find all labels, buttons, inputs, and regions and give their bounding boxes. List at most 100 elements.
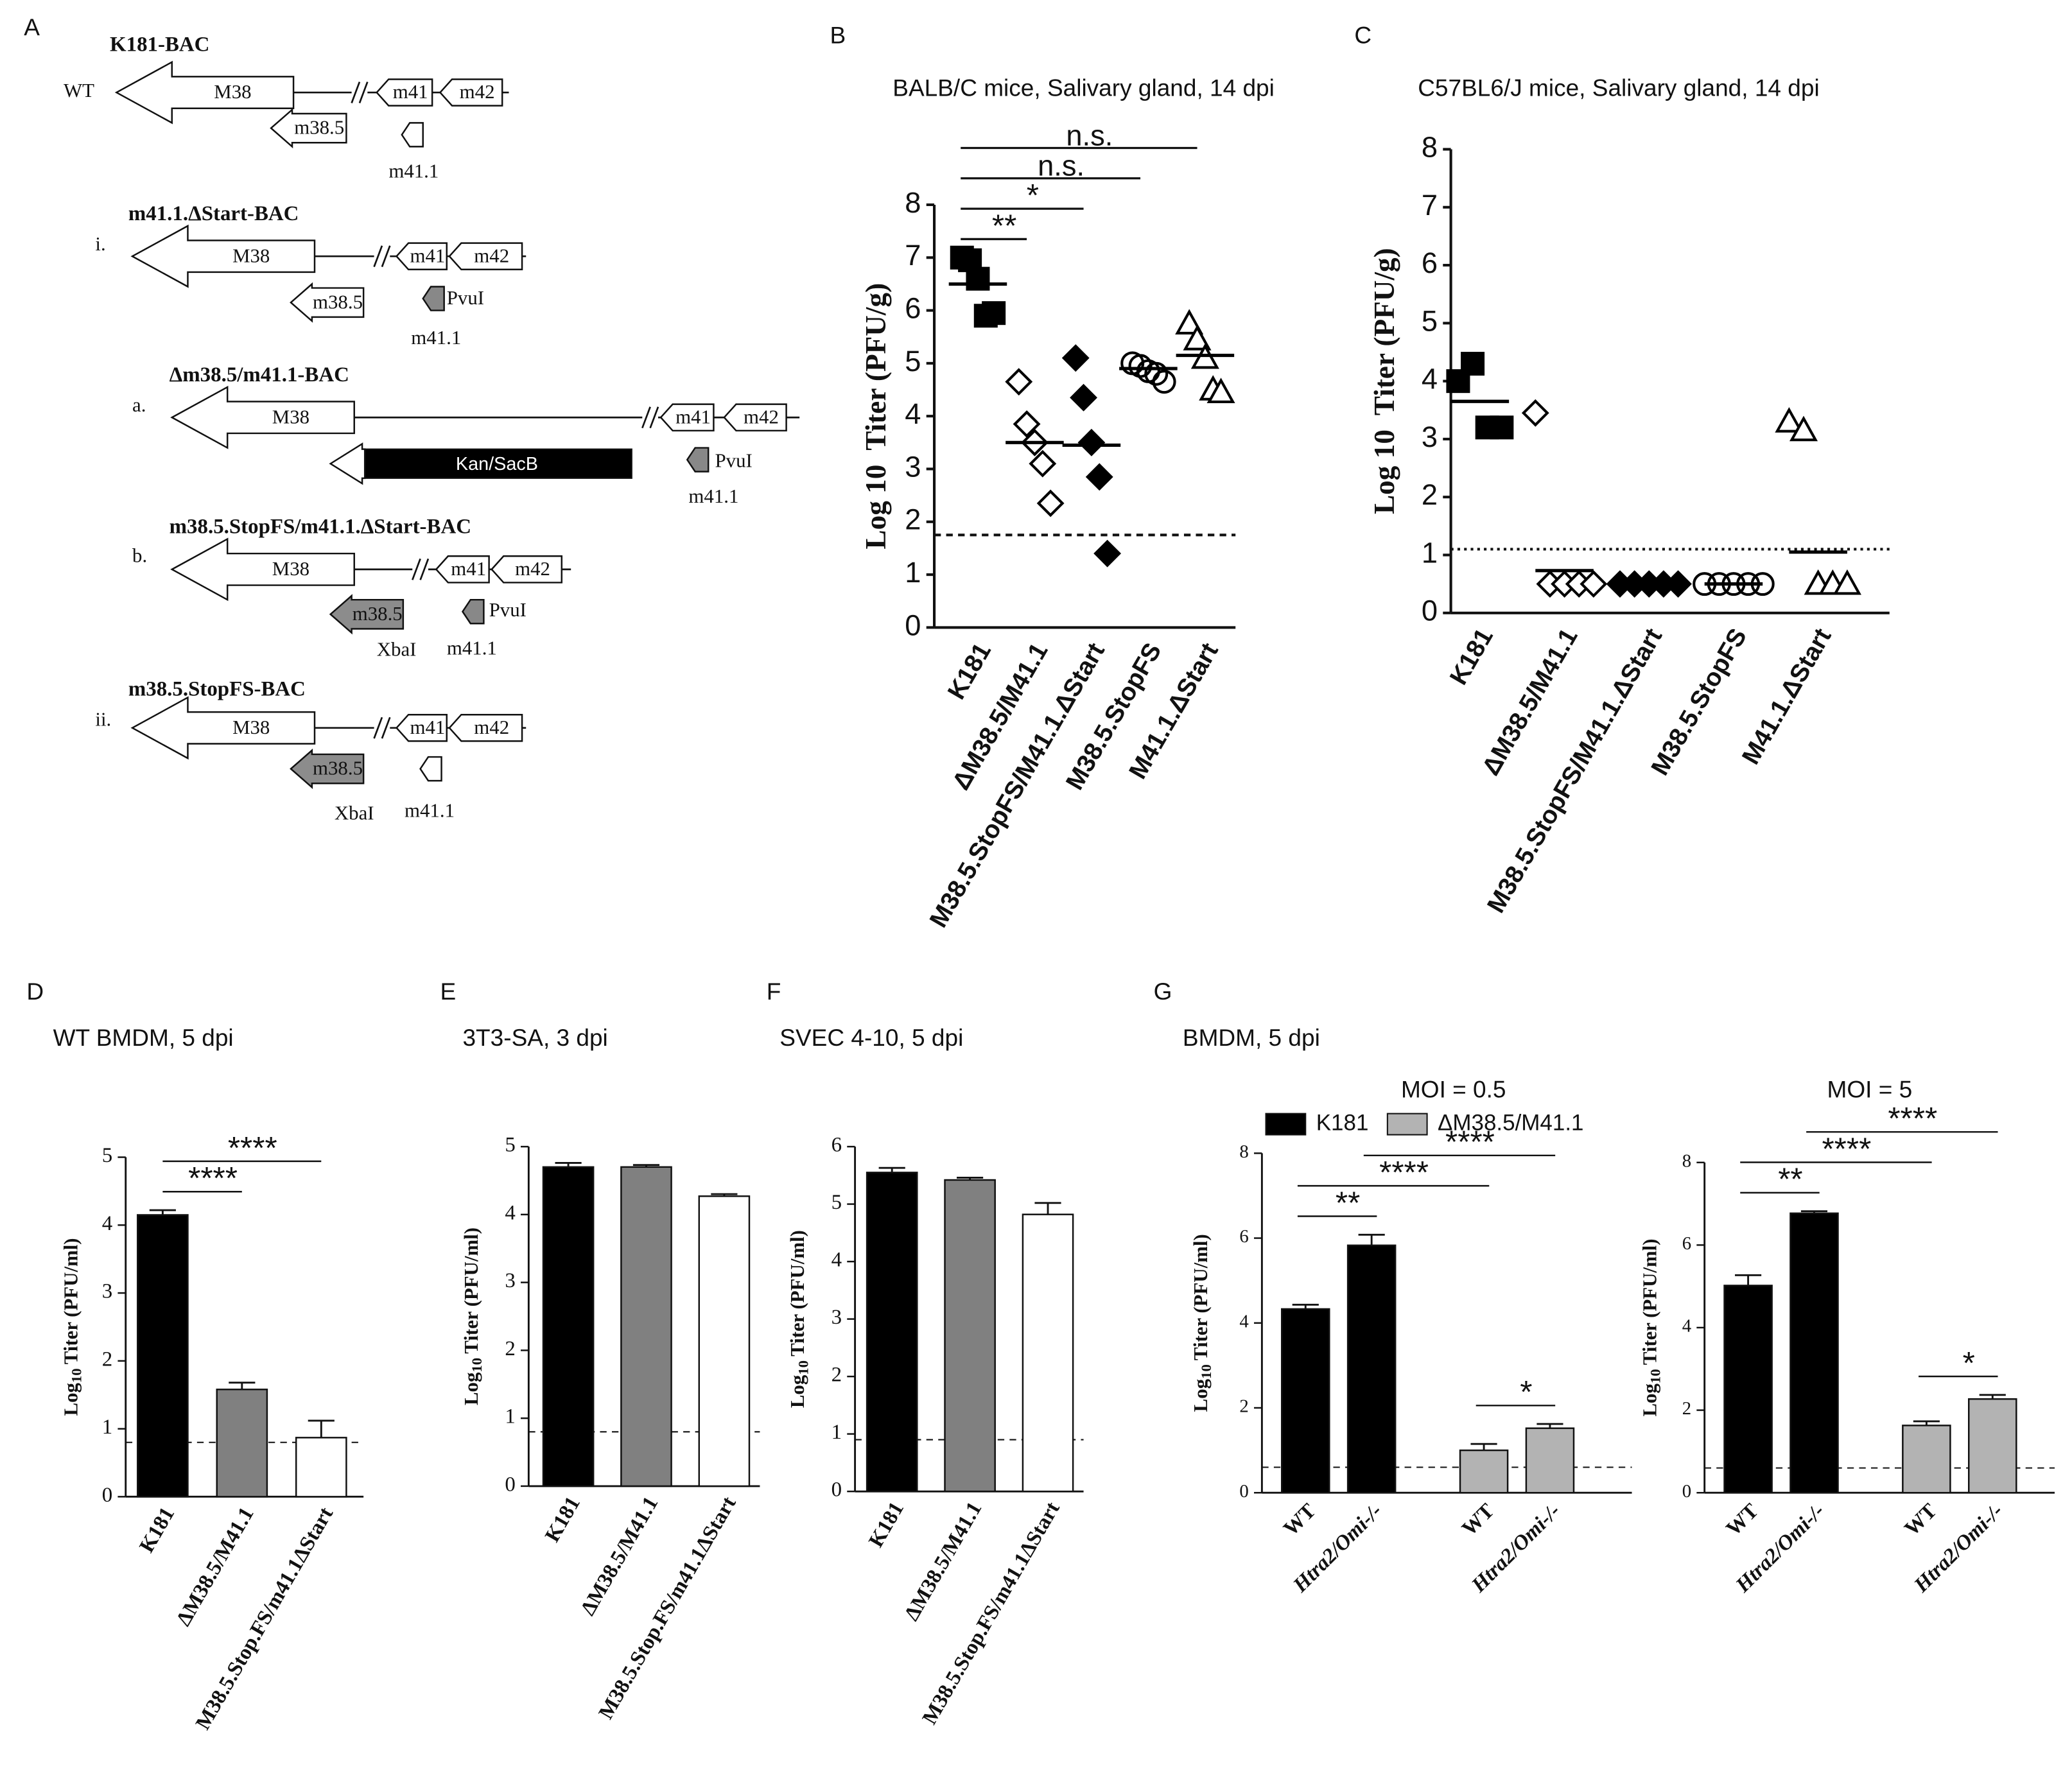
bar bbox=[1789, 1212, 1839, 1494]
y-tick-label: 2 bbox=[1682, 1398, 1691, 1419]
construct-name: m38.5.StopFS-BAC bbox=[128, 678, 306, 701]
gene-label: PvuI bbox=[489, 599, 527, 621]
y-tick-label: 5 bbox=[831, 1191, 842, 1214]
gene-arrow bbox=[461, 598, 485, 625]
gene-label: M38 bbox=[272, 406, 309, 428]
data-point bbox=[1061, 344, 1090, 372]
construct-name: m38.5.StopFS/m41.1.ΔStart-BAC bbox=[170, 516, 471, 539]
y-tick-label: 6 bbox=[831, 1134, 842, 1157]
data-point bbox=[1490, 415, 1514, 440]
y-tick-label: 2 bbox=[905, 503, 921, 536]
y-tick-label: 4 bbox=[1239, 1311, 1248, 1331]
bar bbox=[1525, 1427, 1575, 1494]
y-tick-label: 2 bbox=[102, 1348, 112, 1371]
y-axis-label-sub: 10 bbox=[469, 1358, 485, 1373]
y-tick-label: 1 bbox=[831, 1421, 842, 1444]
gene-label: m41 bbox=[675, 406, 711, 428]
construct-tag: i. bbox=[95, 233, 105, 255]
legend-label: ΔM38.5/M41.1 bbox=[1438, 1110, 1583, 1135]
panel-label: D bbox=[26, 978, 44, 1005]
y-tick-label: 4 bbox=[1422, 363, 1438, 395]
gene-arrow bbox=[290, 282, 365, 323]
data-point bbox=[1461, 352, 1485, 376]
y-axis-label: Log10 Titer (PFU/ml) bbox=[60, 1238, 85, 1416]
break-mark bbox=[351, 82, 361, 103]
bar bbox=[1723, 1285, 1773, 1494]
break-mark bbox=[641, 406, 651, 429]
gene-arrow bbox=[422, 286, 445, 311]
chart-subtitle: MOI = 5 bbox=[1827, 1075, 1913, 1102]
construct-tag: b. bbox=[132, 544, 147, 566]
gene-label: m41.1 bbox=[405, 800, 455, 822]
gene-label: PvuI bbox=[715, 449, 752, 471]
panel-label: F bbox=[767, 978, 781, 1005]
data-point bbox=[1005, 368, 1033, 396]
gene-arrow bbox=[439, 78, 503, 107]
significance-label: ** bbox=[1336, 1185, 1360, 1220]
significance-label: **** bbox=[188, 1161, 238, 1196]
gene-label: m41.1 bbox=[388, 160, 439, 182]
gene-label: m38.5 bbox=[313, 291, 363, 313]
y-tick-label: 3 bbox=[1422, 420, 1438, 453]
data-point bbox=[1029, 449, 1057, 478]
panel-label: G bbox=[1154, 978, 1172, 1005]
construct-name: m41.1.ΔStart-BAC bbox=[128, 202, 299, 225]
bar bbox=[698, 1195, 751, 1487]
y-tick-label: 8 bbox=[1682, 1150, 1691, 1171]
y-tick-label: 6 bbox=[1422, 247, 1438, 279]
y-tick-label: 5 bbox=[505, 1134, 515, 1157]
gene-arrow bbox=[448, 713, 523, 742]
y-tick-label: 4 bbox=[831, 1249, 842, 1272]
gene-arrow bbox=[376, 78, 433, 107]
y-tick-label: 1 bbox=[102, 1416, 112, 1439]
y-axis-label-part: Titer (PFU/ml) bbox=[460, 1227, 482, 1354]
y-tick-label: 5 bbox=[102, 1144, 112, 1167]
gene-label: XbaI bbox=[335, 802, 374, 824]
break-mark bbox=[358, 82, 369, 103]
y-tick-label: 0 bbox=[102, 1484, 112, 1507]
y-tick-label: 6 bbox=[905, 292, 921, 325]
gene-label: PvuI bbox=[447, 287, 484, 309]
data-point bbox=[1183, 325, 1212, 351]
data-point bbox=[1789, 415, 1818, 442]
y-axis-label-part: Log bbox=[1639, 1383, 1660, 1417]
gene-arrow bbox=[114, 60, 295, 125]
gene-arrow bbox=[170, 385, 355, 449]
legend-swatch bbox=[1386, 1113, 1428, 1136]
y-tick-label: 1 bbox=[505, 1405, 515, 1428]
y-axis-label: Log 10 Titer (PFU/g) bbox=[860, 283, 892, 550]
data-point bbox=[1521, 399, 1549, 427]
legend-label: K181 bbox=[1316, 1110, 1369, 1135]
y-tick-label: 5 bbox=[905, 345, 921, 377]
panel-label: C bbox=[1354, 21, 1371, 48]
data-point bbox=[1175, 309, 1204, 335]
y-tick-label: 8 bbox=[1422, 130, 1438, 163]
y-axis-label-part: Titer (PFU/ml) bbox=[787, 1230, 808, 1357]
y-tick-label: 4 bbox=[1682, 1316, 1691, 1337]
gene-arrow bbox=[448, 242, 523, 271]
y-tick-label: 1 bbox=[905, 556, 921, 589]
y-axis-label: Log10 Titer (PFU/ml) bbox=[1190, 1234, 1214, 1412]
y-tick-label: 4 bbox=[102, 1212, 112, 1235]
data-point bbox=[1093, 539, 1122, 568]
significance-label: * bbox=[1963, 1346, 1975, 1381]
gene-arrow bbox=[290, 749, 365, 790]
cassette bbox=[361, 448, 632, 479]
construct-tag: ii. bbox=[95, 709, 111, 731]
data-point bbox=[1077, 428, 1106, 456]
gene-arrow bbox=[395, 713, 448, 742]
bar bbox=[137, 1214, 189, 1498]
data-point bbox=[1580, 570, 1608, 598]
y-tick-label: 8 bbox=[905, 186, 921, 219]
y-tick-label: 0 bbox=[905, 609, 921, 641]
gene-label: M38 bbox=[272, 558, 309, 580]
gene-label: m38.5 bbox=[353, 603, 403, 625]
gene-arrow bbox=[723, 403, 787, 432]
gene-label: m41.1 bbox=[688, 485, 738, 507]
break-mark bbox=[649, 406, 659, 429]
y-tick-label: 4 bbox=[905, 397, 921, 430]
y-axis-label-part: Log bbox=[1190, 1378, 1212, 1412]
y-axis-label-part: Titer (PFU/ml) bbox=[1190, 1234, 1212, 1360]
y-axis-label-part: Log bbox=[60, 1382, 82, 1416]
data-point bbox=[1152, 370, 1176, 394]
